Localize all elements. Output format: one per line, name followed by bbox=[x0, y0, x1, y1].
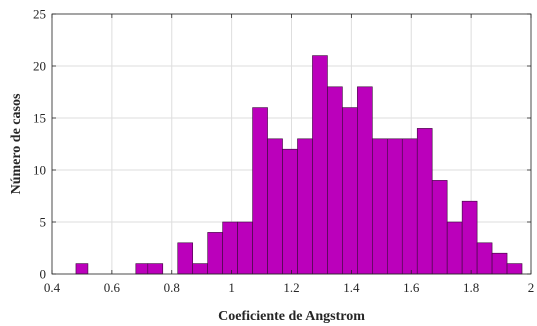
histogram-bar bbox=[75, 263, 89, 275]
y-tick-label: 0 bbox=[40, 267, 47, 282]
histogram-bar bbox=[476, 242, 493, 275]
x-axis-ticks: 0.4 0.6 0.8 1 1.2 1.4 1.6 1.8 2 bbox=[44, 14, 534, 295]
x-tick-label: 0.6 bbox=[104, 280, 121, 295]
y-axis-label: Número de casos bbox=[9, 93, 24, 194]
x-tick-label: 1.6 bbox=[403, 280, 420, 295]
y-axis-ticks: 0 5 10 15 20 25 bbox=[33, 7, 531, 282]
x-tick-label: 2 bbox=[528, 280, 535, 295]
histogram-bar bbox=[491, 252, 508, 275]
histogram-bar bbox=[192, 263, 208, 275]
histogram-bar bbox=[177, 242, 194, 275]
histogram-bar bbox=[506, 263, 523, 275]
histogram-bar bbox=[401, 138, 418, 275]
histogram-bar bbox=[207, 232, 223, 275]
histogram-bar bbox=[252, 107, 268, 275]
histogram-bar bbox=[342, 107, 358, 275]
x-tick-label: 1.2 bbox=[283, 280, 299, 295]
histogram-bars bbox=[75, 55, 523, 275]
histogram-bar bbox=[461, 200, 478, 275]
y-tick-label: 20 bbox=[33, 59, 46, 74]
x-tick-label: 0.8 bbox=[164, 280, 180, 295]
x-tick-label: 0.4 bbox=[44, 280, 61, 295]
histogram-bar bbox=[416, 128, 433, 275]
histogram-bar bbox=[357, 86, 373, 275]
x-tick-label: 1 bbox=[228, 280, 235, 295]
y-tick-label: 10 bbox=[33, 163, 46, 178]
histogram-bar bbox=[372, 138, 388, 275]
histogram-bar bbox=[312, 55, 328, 275]
histogram-bar bbox=[135, 263, 149, 275]
histogram-bar bbox=[282, 148, 298, 275]
y-tick-label: 5 bbox=[40, 215, 47, 230]
histogram-bar bbox=[237, 221, 253, 275]
histogram-bar bbox=[297, 138, 313, 275]
histogram-bar bbox=[386, 138, 403, 275]
histogram-bar bbox=[222, 221, 238, 275]
histogram-bar bbox=[147, 263, 164, 275]
y-tick-label: 25 bbox=[33, 7, 46, 22]
histogram-bar bbox=[267, 138, 283, 275]
histogram-bar bbox=[327, 86, 343, 275]
histogram-bar bbox=[431, 180, 448, 275]
x-tick-label: 1.8 bbox=[463, 280, 479, 295]
x-axis-label: Coeficiente de Angstrom bbox=[218, 309, 365, 324]
y-tick-label: 15 bbox=[33, 111, 46, 126]
x-tick-label: 1.4 bbox=[343, 280, 360, 295]
histogram-bar bbox=[446, 221, 463, 275]
